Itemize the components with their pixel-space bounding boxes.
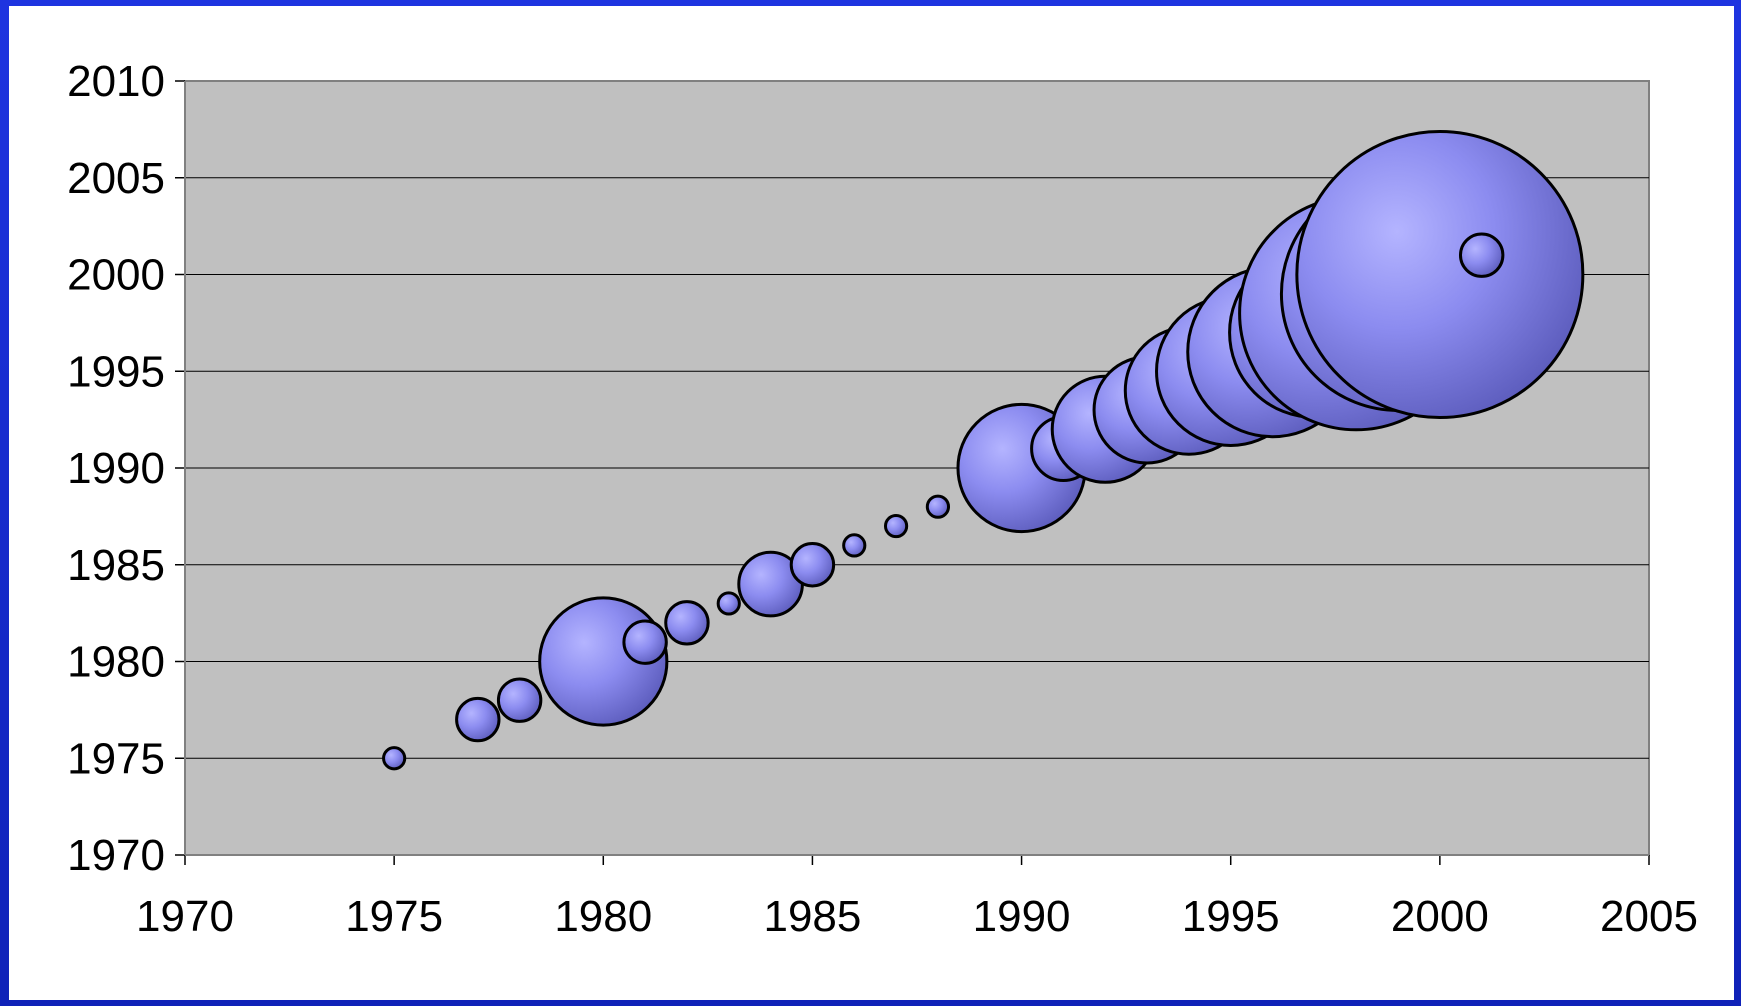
y-tick-label: 2000	[67, 251, 165, 300]
bubble-point	[716, 591, 741, 616]
bubble-series	[382, 130, 1585, 771]
x-tick-label: 1985	[763, 892, 861, 941]
x-axis: 1970 1975 1980 1985 1990 1995 2000 2005	[136, 854, 1698, 941]
x-tick-label: 1970	[136, 892, 234, 941]
x-tick-label: 1975	[345, 892, 443, 941]
x-tick-label: 1995	[1182, 892, 1280, 941]
x-tick-label: 2000	[1391, 892, 1489, 941]
x-tick-label: 1990	[973, 892, 1071, 941]
y-axis: 1970 1975 1980 1985 1990 1995 2000 2005 2010	[67, 57, 186, 880]
y-tick-label: 1985	[67, 541, 165, 590]
y-tick-label: 1970	[67, 831, 165, 880]
bubble-point	[382, 746, 407, 771]
bubble-point	[842, 533, 867, 558]
bubble-point	[1458, 232, 1505, 278]
chart-panel: 1970 1975 1980 1985 1990 1995 2000 2005 2010 197…	[9, 6, 1734, 1000]
bubble-point	[789, 542, 836, 588]
bubble-chart: 1970 1975 1980 1985 1990 1995 2000 2005 2010 197…	[67, 57, 1698, 941]
x-tick-label: 1980	[554, 892, 652, 941]
y-tick-label: 2005	[67, 154, 165, 203]
bubble-point	[1295, 130, 1585, 419]
bubble-point	[622, 619, 668, 665]
y-tick-label: 1975	[67, 734, 165, 783]
bubble-point	[455, 696, 501, 743]
bubble-point	[664, 600, 710, 646]
bubble-point	[883, 513, 909, 539]
bubble-point	[496, 677, 543, 723]
x-tick-label: 2005	[1600, 892, 1698, 941]
y-tick-label: 1990	[67, 444, 165, 493]
bubble-point	[925, 494, 951, 519]
y-tick-label: 2010	[67, 57, 165, 106]
y-tick-label: 1980	[67, 638, 165, 687]
y-tick-label: 1995	[67, 347, 165, 396]
